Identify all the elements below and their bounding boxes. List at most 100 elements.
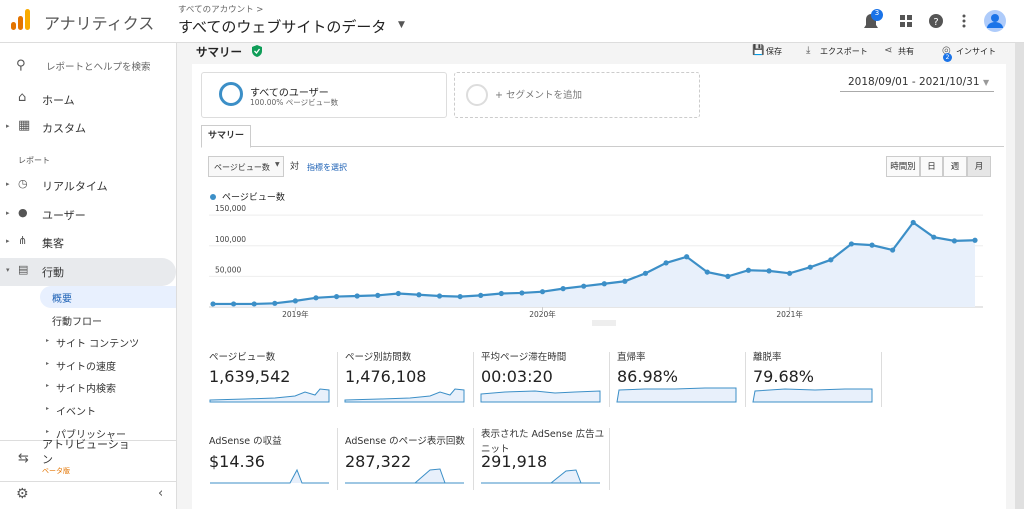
add-segment[interactable]: + セグメントを追加 — [495, 90, 582, 101]
active-bg — [0, 258, 176, 286]
vs: 対 — [290, 162, 300, 172]
nav-item[interactable]: 集客 — [42, 237, 64, 250]
point — [272, 300, 278, 306]
metric-value: 79.68% — [753, 367, 815, 386]
y-tick-label: 50,000 — [215, 265, 241, 274]
point — [910, 219, 916, 226]
expand-arrow: ▸ — [46, 382, 50, 390]
chart-toggle[interactable] — [592, 320, 616, 326]
point — [848, 241, 855, 247]
separator — [881, 352, 882, 407]
nav-sub-item[interactable]: パブリッシャー — [56, 429, 126, 441]
search[interactable]: レポートとヘルプを検索 — [46, 62, 151, 73]
nav-item[interactable]: 行動 — [42, 265, 64, 279]
point — [354, 293, 360, 299]
nav-item[interactable]: ホーム — [42, 94, 75, 107]
attribution[interactable]: アトリビューション — [42, 438, 130, 466]
metric-label: 表示された AdSense 広告ユニット — [481, 429, 605, 455]
attribution-icon: ⇆ — [18, 451, 29, 466]
nav-icon: ⌂ — [18, 90, 27, 105]
metric-label: AdSense の収益 — [209, 436, 282, 447]
metric-label: 平均ページ滞在時間 — [481, 352, 567, 363]
point — [766, 268, 772, 274]
granularity-button[interactable]: 週 — [943, 156, 967, 177]
point — [251, 301, 257, 307]
segment-name: すべてのユーザー — [250, 88, 329, 99]
nav-icon: ⋔ — [18, 234, 28, 247]
point — [292, 298, 298, 304]
x-tick-label: 2021年 — [776, 309, 803, 319]
nav-item[interactable]: リアルタイム — [42, 180, 108, 193]
sparklines — [209, 387, 873, 484]
verified-icon — [252, 45, 262, 57]
point — [869, 242, 875, 248]
add-segment-card[interactable] — [454, 72, 700, 118]
chart: 50,000 100,000 150,000 2019年 2020年 2021年 ページビュ… — [209, 191, 983, 326]
granularity-button[interactable]: 時間別 — [886, 156, 920, 177]
search-icon: ⚲ — [16, 58, 26, 73]
notification-count: 3 — [874, 9, 880, 17]
point — [457, 293, 463, 300]
action-icon: 💾 — [752, 45, 765, 56]
header-icons: ? — [864, 9, 1006, 32]
granularity-button[interactable]: 日 — [920, 156, 943, 177]
settings-icon[interactable]: ⚙ — [16, 486, 29, 502]
nav-sub-item[interactable]: サイト内検索 — [56, 384, 116, 396]
beta-label: ベータ版 — [42, 467, 70, 475]
granularity-button[interactable]: 月 — [967, 156, 991, 177]
point — [828, 257, 834, 263]
point — [642, 270, 649, 276]
y-tick-label: 100,000 — [215, 235, 246, 244]
metric-label: ページビュー数 — [209, 352, 276, 363]
nav-sub-item[interactable]: サイトの速度 — [56, 361, 116, 373]
breadcrumb[interactable]: すべてのアカウント > — [178, 5, 264, 15]
action[interactable]: 共有 — [898, 47, 914, 56]
legend-marker — [210, 194, 216, 200]
select-metric[interactable]: 指標を選択 — [307, 163, 347, 172]
action[interactable]: エクスポート — [820, 47, 868, 56]
action[interactable]: インサイト — [956, 47, 996, 56]
active-sub-bg — [40, 286, 176, 308]
tab[interactable]: サマリー — [201, 125, 251, 148]
date-arrow: ▼ — [983, 78, 990, 87]
metric-value: 291,918 — [481, 452, 548, 471]
nav-sub-item[interactable]: サイト コンテンツ — [56, 339, 140, 351]
dropdown-arrow: ▼ — [398, 20, 405, 30]
page-title: サマリー — [196, 45, 242, 59]
expand-arrow: ▸ — [6, 180, 10, 188]
nav-item[interactable]: ユーザー — [42, 208, 86, 222]
nav-icon: ▦ — [18, 118, 31, 133]
y-tick-label: 150,000 — [215, 204, 246, 213]
point — [581, 283, 587, 289]
nav-sub-item[interactable]: 行動フロー — [52, 316, 102, 328]
point — [519, 290, 525, 296]
metric-select[interactable]: ページビュー数 — [208, 156, 284, 177]
point — [560, 286, 566, 292]
expand-arrow: ▾ — [6, 265, 10, 274]
point — [375, 292, 381, 298]
point — [972, 237, 978, 243]
expand-arrow: ▸ — [46, 337, 50, 345]
separator — [473, 352, 474, 407]
area — [213, 222, 975, 307]
metric-label: 直帰率 — [617, 352, 646, 363]
metric-value: 1,476,108 — [345, 367, 427, 386]
point — [395, 290, 401, 297]
separator — [337, 428, 338, 490]
metric-value: 287,322 — [345, 452, 412, 471]
nav-sub-item[interactable]: イベント — [56, 407, 96, 418]
point — [745, 267, 752, 273]
scrollbar — [1015, 43, 1024, 509]
action[interactable]: 保存 — [766, 47, 782, 56]
date-range[interactable]: 2018/09/01 - 2021/10/31 — [848, 76, 980, 88]
nav-item[interactable]: カスタム — [42, 122, 86, 135]
svg-text:?: ? — [933, 17, 938, 28]
x-tick-label: 2020年 — [529, 309, 556, 319]
point — [416, 292, 422, 298]
nav-sub-item[interactable]: 概要 — [52, 294, 72, 305]
collapse[interactable]: ‹ — [158, 486, 164, 501]
property-name[interactable]: すべてのウェブサイトのデータ — [178, 18, 387, 36]
separator — [745, 352, 746, 407]
header: アナリティクス すべてのアカウント > すべてのウェブサイトのデータ ▼ ? 3 — [0, 0, 1024, 43]
point — [890, 247, 896, 253]
